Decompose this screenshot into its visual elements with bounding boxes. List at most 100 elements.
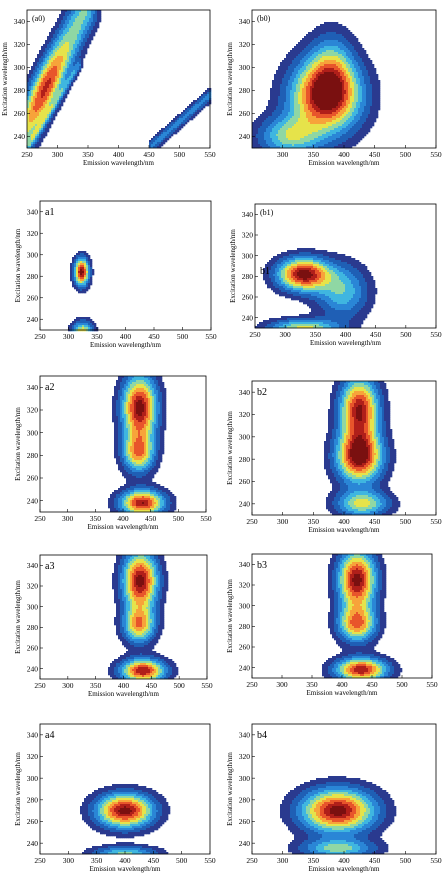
- heat-cell: [252, 140, 255, 143]
- heat-cell: [272, 126, 275, 129]
- heat-cell: [318, 80, 321, 83]
- heat-cell: [260, 136, 263, 139]
- heat-cell: [280, 64, 283, 67]
- heat-cell: [278, 128, 281, 131]
- heat-cell: [286, 120, 289, 123]
- heat-cell: [65, 26, 68, 29]
- heat-cell: [63, 50, 66, 53]
- heat-cell: [312, 122, 315, 125]
- heat-cell: [266, 146, 269, 149]
- heat-cell: [254, 126, 257, 129]
- heat-cell: [41, 72, 44, 75]
- heat-cell: [320, 76, 323, 79]
- heat-cell: [37, 140, 40, 143]
- heat-cell: [84, 271, 87, 274]
- heat-cell: [352, 114, 355, 117]
- heat-cell: [356, 56, 359, 59]
- heat-cell: [69, 30, 72, 33]
- heat-cell: [350, 110, 353, 113]
- heat-cell: [306, 62, 309, 65]
- heat-cell: [71, 38, 74, 41]
- heat-cell: [300, 96, 303, 99]
- heat-cell: [344, 130, 347, 133]
- heat-cell: [354, 70, 357, 73]
- heat-cell: [304, 96, 307, 99]
- heat-cell: [350, 60, 353, 63]
- heat-cell: [326, 42, 329, 45]
- heat-cell: [360, 64, 363, 67]
- heat-cell: [292, 130, 295, 133]
- heat-cell: [346, 40, 349, 43]
- heat-cell: [177, 126, 180, 129]
- heat-cell: [324, 88, 327, 91]
- heat-cell: [352, 116, 355, 119]
- heat-cell: [171, 132, 174, 135]
- heat-cell: [157, 146, 160, 149]
- heat-cell: [350, 68, 353, 71]
- heat-cell: [47, 54, 50, 57]
- heat-cell: [39, 78, 42, 81]
- heat-cell: [302, 96, 305, 99]
- heat-cell: [312, 54, 315, 57]
- heat-cell: [314, 34, 317, 37]
- heat-cell: [310, 130, 313, 133]
- heat-cell: [45, 52, 48, 55]
- heat-cell: [55, 58, 58, 61]
- heat-cell: [57, 66, 60, 69]
- heat-cell: [266, 130, 269, 133]
- heat-cell: [354, 130, 357, 133]
- heat-cell: [324, 108, 327, 111]
- heat-cell: [69, 50, 72, 53]
- heat-cell: [37, 128, 40, 131]
- heat-cell: [71, 52, 74, 55]
- heat-cell: [189, 110, 192, 113]
- heat-cell: [76, 283, 79, 286]
- heat-cell: [287, 252, 290, 255]
- heat-cell: [294, 118, 297, 121]
- heat-cell: [78, 253, 81, 256]
- heat-cell: [320, 100, 323, 103]
- heat-cell: [338, 108, 341, 111]
- heat-cell: [274, 110, 277, 113]
- heat-cell: [185, 110, 188, 113]
- heat-cell: [320, 130, 323, 133]
- heat-cell: [199, 96, 202, 99]
- heat-cell: [63, 24, 66, 27]
- heat-cell: [277, 254, 280, 257]
- heat-cell: [55, 38, 58, 41]
- heat-cell: [336, 70, 339, 73]
- heat-cell: [298, 106, 301, 109]
- heat-cell: [85, 16, 88, 19]
- heat-cell: [69, 64, 72, 67]
- heat-cell: [284, 84, 287, 87]
- heat-cell: [356, 50, 359, 53]
- heat-cell: [43, 132, 46, 135]
- heat-cell: [334, 88, 337, 91]
- heat-cell: [364, 50, 367, 53]
- heat-cell: [346, 34, 349, 37]
- heat-cell: [324, 100, 327, 103]
- heat-cell: [342, 70, 345, 73]
- heat-cell: [338, 104, 341, 107]
- heat-cell: [78, 269, 81, 272]
- heat-cell: [94, 327, 97, 330]
- heat-cell: [49, 70, 52, 73]
- heat-cell: [322, 100, 325, 103]
- heat-cell: [41, 136, 44, 139]
- heat-cell: [201, 96, 204, 99]
- heat-cell: [278, 66, 281, 69]
- heat-cell: [310, 108, 313, 111]
- heat-cell: [316, 82, 319, 85]
- heat-cell: [53, 50, 56, 53]
- heat-cell: [90, 283, 93, 286]
- heat-cell: [282, 122, 285, 125]
- heat-cell: [354, 108, 357, 111]
- heat-cell: [298, 64, 301, 67]
- heat-cell: [316, 124, 319, 127]
- heat-cell: [281, 256, 284, 259]
- heat-cell: [326, 146, 329, 149]
- heat-cell: [80, 281, 83, 284]
- heat-cell: [296, 122, 299, 125]
- heat-cell: [328, 58, 331, 61]
- heat-cell: [320, 80, 323, 83]
